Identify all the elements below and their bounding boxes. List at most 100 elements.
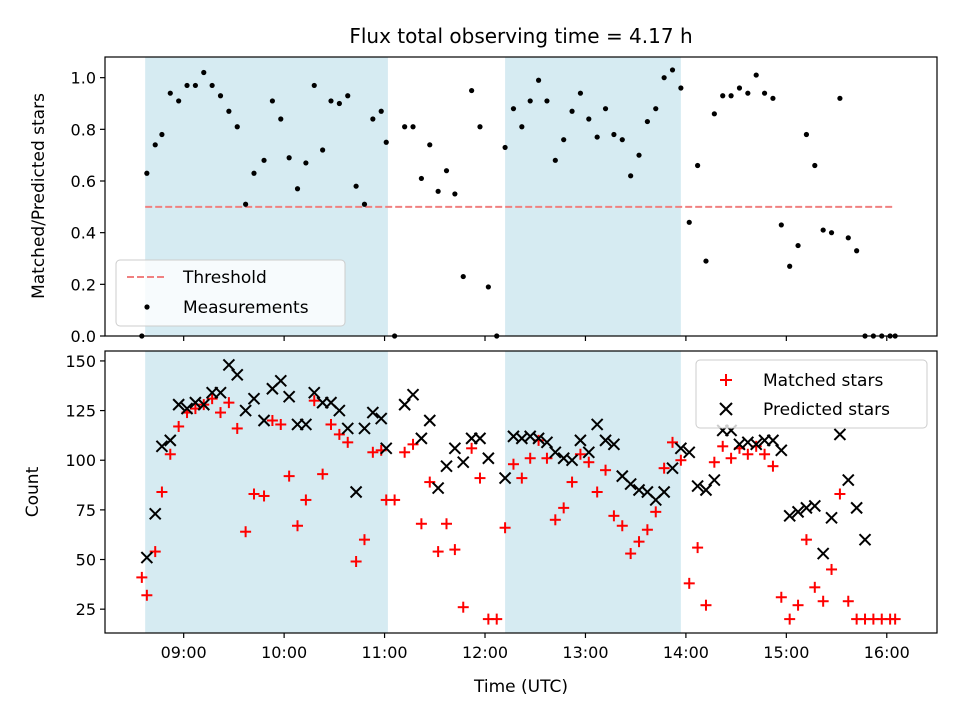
predicted-star-point <box>257 414 271 427</box>
measurement-point <box>251 170 257 176</box>
predicted-star-point <box>239 404 252 417</box>
measurements-legend-label: Measurements <box>183 298 309 318</box>
measurement-point <box>510 106 517 112</box>
matched-star-point <box>457 601 469 613</box>
measurement-point <box>661 75 667 81</box>
matched-star-point <box>625 548 637 560</box>
predicted-star-point <box>532 432 545 445</box>
matched-star-point <box>300 494 312 506</box>
top-y-axis-label: Matched/Predicted stars <box>29 93 49 299</box>
bot-y-tick-label-4: 125 <box>65 402 96 421</box>
matched-star-point <box>240 526 252 538</box>
matched-star-point <box>432 546 444 558</box>
measurement-point <box>678 85 684 91</box>
measurement-point <box>720 93 726 99</box>
matched-star-point <box>215 407 227 419</box>
measurement-point <box>361 201 368 207</box>
measurement-point <box>753 72 759 78</box>
measurement-point <box>812 162 818 169</box>
predicted-star-point <box>231 368 244 382</box>
predicted-star-point <box>699 483 713 497</box>
matched-star-point <box>767 460 779 472</box>
matched-star-point <box>491 613 503 625</box>
measurement-point <box>837 95 843 101</box>
x-tick-label-2: 11:00 <box>362 643 408 662</box>
predicted-star-point <box>574 434 587 447</box>
predicted-star-point <box>448 442 462 455</box>
measurement-point <box>602 106 609 112</box>
predicted-star-point <box>842 473 855 487</box>
matched-star-point <box>842 595 854 607</box>
measurement-point <box>477 124 483 130</box>
matched-star-point <box>231 422 243 434</box>
matched-star-point <box>389 494 401 506</box>
measurement-point <box>745 90 751 96</box>
predicted-star-point <box>674 442 688 455</box>
matched-star-point <box>223 397 235 409</box>
threshold-legend-label: Threshold <box>182 268 267 288</box>
predicted-star-point <box>565 454 579 467</box>
matched-star-point <box>608 510 620 522</box>
matched-star-point <box>325 418 337 430</box>
bot-y-tick-label-5: 150 <box>65 352 96 371</box>
matched-star-point <box>466 442 478 454</box>
measurement-point <box>286 155 292 161</box>
matched-star-point <box>292 520 304 532</box>
measurement-point <box>217 93 224 99</box>
predicted-star-point <box>164 434 177 447</box>
predicted-star-point <box>473 432 487 445</box>
measurement-point <box>167 90 173 96</box>
matched-star-point <box>474 472 486 484</box>
bot-y-tick-label-3: 100 <box>65 451 96 470</box>
predicted-legend-label: Predicted stars <box>763 400 890 420</box>
matched-star-point <box>700 599 712 611</box>
matched-star-point <box>258 490 270 502</box>
measurement-point <box>278 116 284 122</box>
measurement-point <box>418 175 424 182</box>
measurement-point <box>336 100 342 107</box>
predicted-star-point <box>791 505 805 519</box>
x-tick-label-6: 15:00 <box>763 643 809 662</box>
measurement-point <box>577 90 584 96</box>
measurement-point <box>795 242 801 249</box>
matched-star-point <box>499 522 511 534</box>
matched-star-point <box>358 534 370 546</box>
matched-star-point <box>367 446 379 458</box>
bottom-legend-box <box>695 359 928 429</box>
matched-star-point <box>424 476 436 488</box>
matched-star-point <box>826 563 838 575</box>
matched-star-point <box>633 536 645 548</box>
matched-star-point <box>248 488 260 500</box>
measurement-point <box>711 111 717 117</box>
measurement-points <box>139 67 898 339</box>
x-tick-label-0: 09:00 <box>161 643 207 662</box>
matched-star-point <box>800 534 812 546</box>
matched-star-point <box>759 448 771 460</box>
matched-star-point <box>283 470 295 482</box>
predicted-stars-points <box>140 358 872 564</box>
matched-star-point <box>725 452 737 464</box>
matched-star-point <box>164 448 176 460</box>
matched-star-point <box>441 518 453 530</box>
matched-star-point <box>583 456 595 468</box>
matched-star-point <box>566 476 578 488</box>
x-tick-label-7: 16:00 <box>864 643 910 662</box>
predicted-star-point <box>599 434 612 447</box>
x-tick-label-5: 14:00 <box>663 643 709 662</box>
measurement-point <box>828 230 835 236</box>
matched-star-point <box>507 458 519 470</box>
bot-shaded-interval-0 <box>145 351 388 633</box>
predicted-star-point <box>657 485 671 499</box>
predicted-star-point <box>708 473 721 487</box>
measurement-point <box>787 263 793 269</box>
measurement-point <box>586 116 592 122</box>
x-tick-label-1: 10:00 <box>261 643 307 662</box>
measurement-point <box>803 131 810 138</box>
measurement-point <box>686 219 692 225</box>
predicted-star-point <box>666 461 679 475</box>
measurement-point <box>261 157 267 163</box>
matched-star-point <box>717 440 729 452</box>
measurement-point <box>353 183 359 189</box>
matched-star-point <box>591 486 603 498</box>
